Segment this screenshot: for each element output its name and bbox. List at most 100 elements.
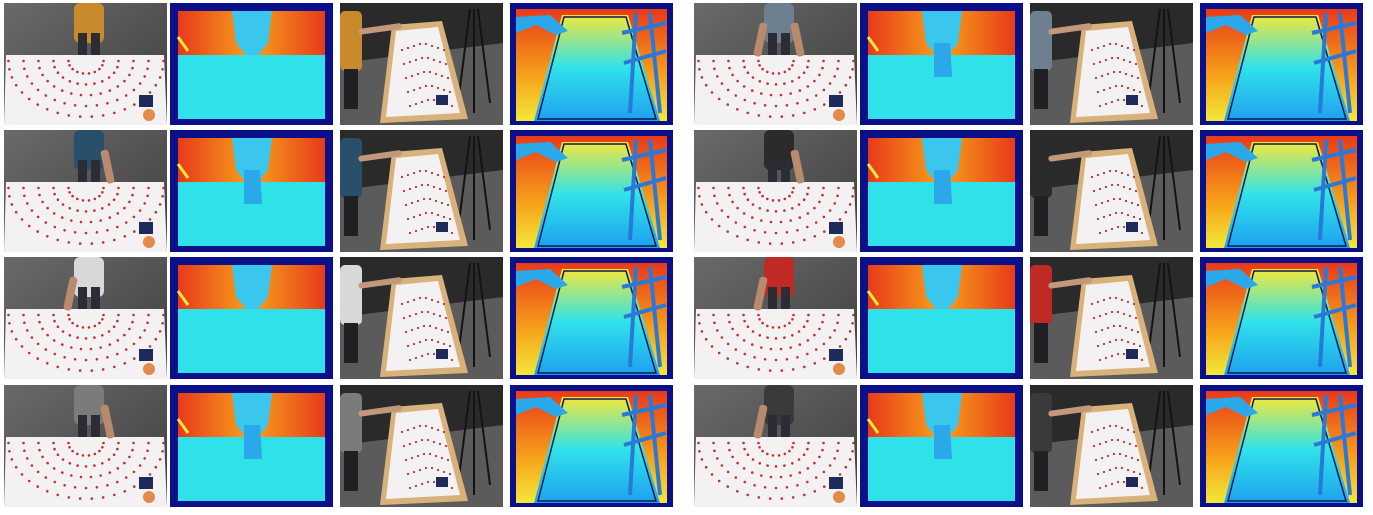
target-dot — [1132, 430, 1136, 434]
target-dot — [700, 203, 704, 206]
target-dot — [63, 102, 66, 105]
target-dot — [36, 215, 40, 219]
target-dot — [1118, 324, 1122, 328]
target-dot — [791, 64, 794, 67]
target-dot — [1114, 211, 1118, 215]
target-dot — [1124, 454, 1128, 458]
tripod-leg — [457, 135, 471, 231]
target-dot — [712, 186, 715, 190]
depth-arm — [516, 142, 568, 162]
target-dot — [822, 186, 825, 190]
target-dot — [38, 66, 41, 70]
target-dot — [442, 215, 446, 219]
logo-mark — [833, 363, 845, 375]
target-dot — [84, 358, 88, 362]
target-dot — [1112, 452, 1116, 456]
depth-table — [534, 142, 660, 248]
person-leg — [781, 33, 790, 55]
person-arm — [358, 405, 403, 417]
target-dot — [123, 362, 127, 365]
target-dot — [743, 98, 747, 102]
target-dot — [726, 485, 729, 488]
target-dot — [22, 186, 25, 190]
target-dot — [90, 497, 94, 500]
target-dot — [1114, 169, 1118, 173]
target-dot — [436, 46, 440, 50]
depth-edge — [866, 163, 880, 179]
tripod-leg — [477, 390, 491, 486]
target-dot — [68, 446, 71, 449]
person-arm — [358, 23, 403, 35]
target-dot — [14, 465, 18, 469]
target-dot — [106, 102, 109, 105]
target-dot — [771, 326, 775, 329]
depth-tripod — [1338, 394, 1352, 496]
target-dot — [717, 224, 721, 228]
logo-mark — [833, 109, 845, 121]
target-dot — [113, 238, 116, 242]
target-dot — [1116, 480, 1120, 484]
person-leg — [344, 451, 358, 491]
target-dot — [788, 321, 791, 325]
target-dot — [1096, 90, 1100, 94]
target-dot — [792, 313, 795, 317]
target-dot — [406, 428, 410, 432]
target-dot — [791, 191, 794, 194]
target-dot — [746, 238, 749, 242]
target-dot — [406, 90, 410, 94]
target-dot — [10, 458, 14, 461]
target-dot — [147, 59, 150, 63]
target-dot — [838, 473, 842, 476]
target-dot — [791, 446, 794, 449]
target-dot — [1120, 171, 1124, 175]
target-dot — [833, 75, 836, 78]
target-dot — [426, 56, 430, 60]
target-dot — [813, 206, 816, 210]
target-dot — [785, 104, 789, 107]
target-dot — [44, 348, 48, 351]
target-dot — [713, 449, 716, 453]
logo-mark — [829, 222, 843, 234]
target-dot — [23, 449, 26, 453]
target-dot — [101, 207, 104, 210]
target-dot — [410, 328, 414, 332]
target-dot — [438, 60, 442, 64]
target-dot — [89, 475, 93, 479]
target-dot — [768, 115, 772, 118]
target-dot — [20, 345, 24, 348]
target-dot — [716, 75, 719, 78]
target-dot — [1134, 62, 1138, 66]
target-dot — [440, 456, 444, 460]
target-dot — [67, 241, 71, 244]
target-dot — [1122, 58, 1126, 62]
target-dot — [813, 79, 816, 83]
rgb-top-view-image — [4, 3, 167, 125]
target-dot — [430, 171, 434, 175]
target-dot — [1124, 72, 1128, 76]
target-dot — [766, 209, 769, 212]
target-dot — [833, 329, 836, 332]
target-dot — [93, 82, 96, 85]
target-dot — [76, 82, 79, 85]
target-dot — [93, 197, 97, 201]
depth-tripod — [1338, 266, 1352, 368]
target-dot — [107, 458, 111, 461]
target-dot — [852, 59, 855, 63]
target-dot — [73, 358, 77, 361]
logo-mark — [1126, 95, 1138, 105]
target-dot — [713, 67, 716, 71]
target-dot — [814, 348, 818, 351]
depth-side-view-map — [510, 257, 673, 379]
target-dot — [426, 310, 430, 314]
target-dot — [99, 219, 102, 222]
target-dot — [771, 199, 775, 202]
target-dot — [1096, 173, 1100, 177]
target-dot — [700, 330, 704, 333]
target-dot — [23, 194, 26, 198]
target-dot — [116, 352, 119, 356]
depth-arm — [1206, 142, 1258, 162]
target-dot — [46, 108, 49, 111]
paper-sheet — [694, 437, 857, 507]
person-arm — [63, 276, 78, 311]
target-dot — [806, 319, 809, 323]
